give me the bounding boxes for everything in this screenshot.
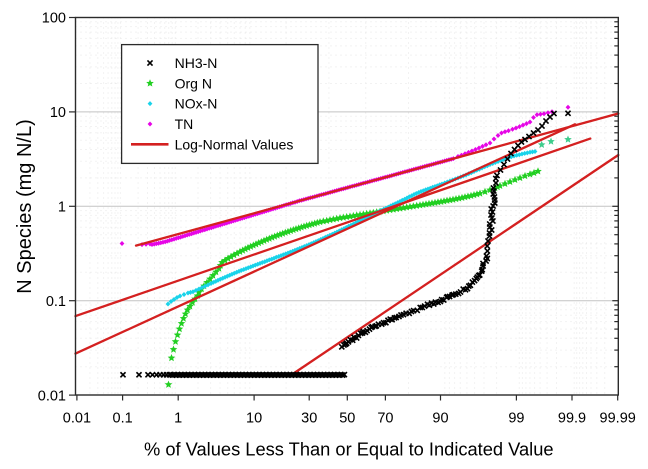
svg-text:10: 10: [50, 105, 66, 121]
svg-text:99.99: 99.99: [600, 411, 636, 427]
svg-text:NOx-N: NOx-N: [175, 96, 218, 112]
svg-text:100: 100: [42, 11, 66, 27]
svg-text:1: 1: [58, 200, 66, 216]
svg-text:Log-Normal Values: Log-Normal Values: [175, 136, 294, 152]
svg-text:% of Values Less Than or Equal: % of Values Less Than or Equal to Indica…: [144, 439, 554, 460]
svg-text:0.01: 0.01: [63, 411, 91, 427]
svg-text:50: 50: [339, 411, 355, 427]
svg-text:99: 99: [508, 411, 524, 427]
svg-text:90: 90: [432, 411, 448, 427]
svg-text:30: 30: [301, 411, 317, 427]
svg-text:N Species (mg N/L): N Species (mg N/L): [14, 119, 36, 294]
svg-text:99.9: 99.9: [558, 411, 586, 427]
svg-text:0.1: 0.1: [113, 411, 133, 427]
svg-text:1: 1: [174, 411, 182, 427]
svg-text:Org N: Org N: [175, 75, 212, 91]
svg-text:0.01: 0.01: [38, 388, 66, 404]
svg-text:10: 10: [246, 411, 262, 427]
svg-text:TN: TN: [175, 116, 194, 132]
svg-text:0.1: 0.1: [46, 294, 66, 310]
svg-text:70: 70: [377, 411, 393, 427]
svg-text:NH3-N: NH3-N: [175, 55, 218, 71]
